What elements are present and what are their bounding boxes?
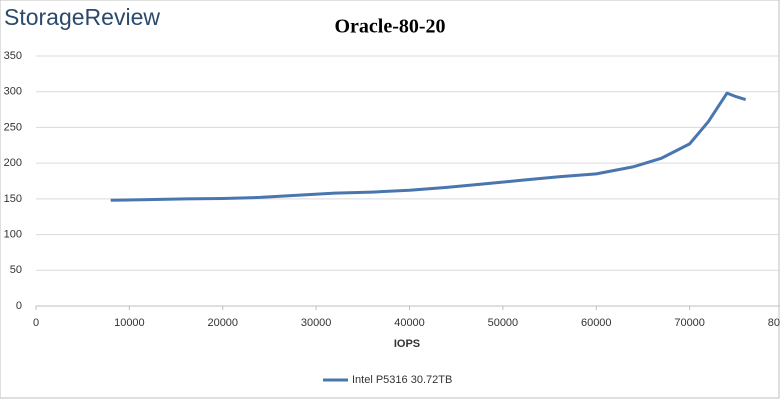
brand-logo: StorageReview (4, 4, 160, 30)
x-tick-label: 10000 (114, 317, 145, 329)
x-tick-label: 70000 (674, 317, 705, 329)
y-tick-label: 350 (4, 50, 22, 62)
x-tick-label: 30000 (301, 317, 332, 329)
x-tick-label: 20000 (207, 317, 238, 329)
x-tick-label: 60000 (581, 317, 612, 329)
x-tick-label: 40000 (394, 317, 425, 329)
x-tick-label: 0 (33, 317, 39, 329)
y-tick-label: 0 (16, 300, 22, 312)
y-tick-label: 50 (10, 264, 22, 276)
chart-title: Oracle-80-20 (334, 16, 445, 38)
y-tick-label: 150 (4, 193, 22, 205)
data-line (110, 91, 747, 202)
x-tick-label: 80000 (768, 317, 780, 329)
legend-label: Intel P5316 30.72TB (352, 374, 452, 386)
x-tick-label: 50000 (488, 317, 519, 329)
x-axis-label: IOPS (394, 338, 420, 350)
y-tick-label: 300 (4, 86, 22, 98)
y-tick-label: 250 (4, 121, 22, 133)
y-tick-label: 100 (4, 228, 22, 240)
y-tick-label: 200 (4, 157, 22, 169)
